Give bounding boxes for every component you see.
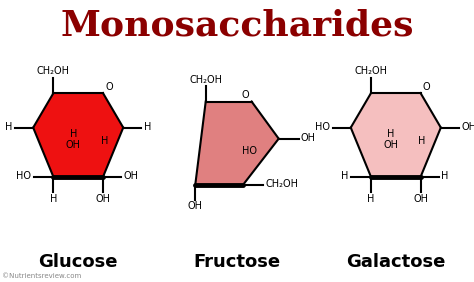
Text: H: H <box>5 122 13 132</box>
Text: OH: OH <box>461 122 474 132</box>
Text: Glucose: Glucose <box>38 253 118 271</box>
Text: OH: OH <box>66 140 81 150</box>
Text: H: H <box>70 129 77 139</box>
Text: CH₂OH: CH₂OH <box>37 66 70 76</box>
Text: OH: OH <box>301 133 316 143</box>
Polygon shape <box>351 93 441 177</box>
Polygon shape <box>195 102 279 185</box>
Text: CH₂OH: CH₂OH <box>189 75 222 85</box>
Text: H: H <box>441 171 448 181</box>
Text: Fructose: Fructose <box>193 253 281 271</box>
Text: OH: OH <box>413 194 428 204</box>
Text: OH: OH <box>188 201 203 212</box>
Text: H: H <box>418 136 426 146</box>
Text: O: O <box>105 82 113 92</box>
Text: OH: OH <box>123 171 138 181</box>
Text: O: O <box>423 82 430 92</box>
Text: ©Nutrientsreview.com: ©Nutrientsreview.com <box>2 273 82 279</box>
Text: OH: OH <box>383 140 399 150</box>
Text: H: H <box>367 194 375 204</box>
Text: CH₂OH: CH₂OH <box>265 179 299 189</box>
Text: HO: HO <box>242 146 257 156</box>
Text: H: H <box>100 136 108 146</box>
Text: HO: HO <box>315 122 330 132</box>
Text: CH₂OH: CH₂OH <box>355 66 388 76</box>
Text: H: H <box>387 129 395 139</box>
Polygon shape <box>33 93 123 177</box>
Text: H: H <box>50 194 57 204</box>
Text: O: O <box>242 90 249 100</box>
Text: Monosaccharides: Monosaccharides <box>60 8 414 43</box>
Text: OH: OH <box>95 194 110 204</box>
Text: HO: HO <box>16 171 31 181</box>
Text: H: H <box>341 171 349 181</box>
Text: H: H <box>144 122 151 132</box>
Text: Galactose: Galactose <box>346 253 446 271</box>
